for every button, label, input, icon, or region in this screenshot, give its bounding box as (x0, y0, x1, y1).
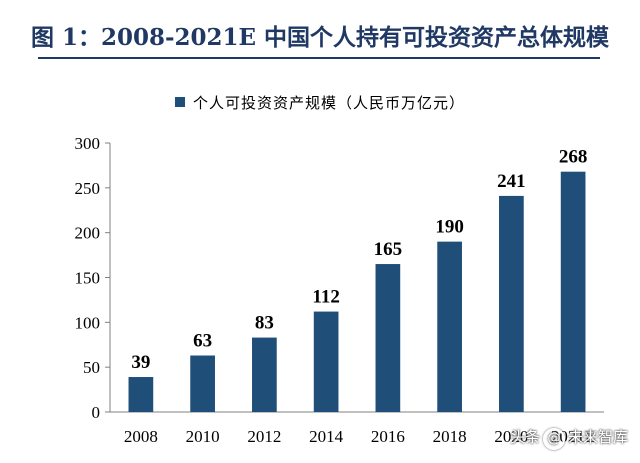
watermark-name: 未来智库 (568, 428, 629, 446)
bar (252, 337, 277, 412)
data-label: 165 (374, 239, 403, 260)
y-tick-label: 50 (83, 358, 100, 377)
bar (560, 171, 586, 412)
data-labels: 39 63 83 112 165 190 241 268 (131, 147, 587, 373)
bar (313, 311, 339, 412)
data-label: 83 (255, 313, 274, 334)
x-tick-label: 2012 (247, 427, 281, 446)
x-tick-label: 2014 (309, 427, 344, 446)
chart-title: 图 1：2008-2021E 中国个人持有可投资资产总体规模 (30, 24, 610, 51)
legend-label: 个人可投资资产规模（人民币万亿元） (192, 94, 465, 112)
bars (128, 171, 586, 412)
chart-legend: 个人可投资资产规模（人民币万亿元） (0, 92, 640, 113)
bar (375, 264, 401, 412)
bar (437, 241, 462, 412)
y-axis: 0 50 100 150 200 250 300 (75, 134, 111, 422)
y-tick-label: 300 (75, 134, 101, 153)
data-label: 190 (435, 217, 464, 238)
data-label: 241 (497, 171, 526, 192)
data-label: 63 (193, 331, 212, 352)
y-tick-label: 200 (75, 224, 101, 243)
y-tick-label: 250 (75, 179, 101, 198)
x-tick-label: 2016 (371, 427, 405, 446)
data-label: 112 (312, 287, 339, 308)
x-tick-label: 2018 (433, 427, 467, 446)
bar (499, 195, 524, 412)
bar (190, 355, 215, 412)
watermark-prefix: 头条 (510, 428, 541, 446)
y-tick-label: 150 (75, 269, 101, 288)
data-label: 39 (131, 352, 150, 373)
x-tick-label: 2008 (124, 427, 158, 446)
title-divider (38, 57, 600, 59)
x-tick-label: 2010 (186, 427, 220, 446)
legend-swatch (174, 97, 185, 107)
bar (128, 377, 154, 412)
y-tick-label: 100 (75, 313, 101, 332)
at-icon: @ (543, 428, 566, 450)
data-label: 268 (559, 147, 588, 168)
x-tick-label: 2020 (494, 427, 528, 446)
y-tick-label: 0 (92, 403, 101, 422)
watermark: 头条 @ 未来智库 (510, 426, 628, 450)
